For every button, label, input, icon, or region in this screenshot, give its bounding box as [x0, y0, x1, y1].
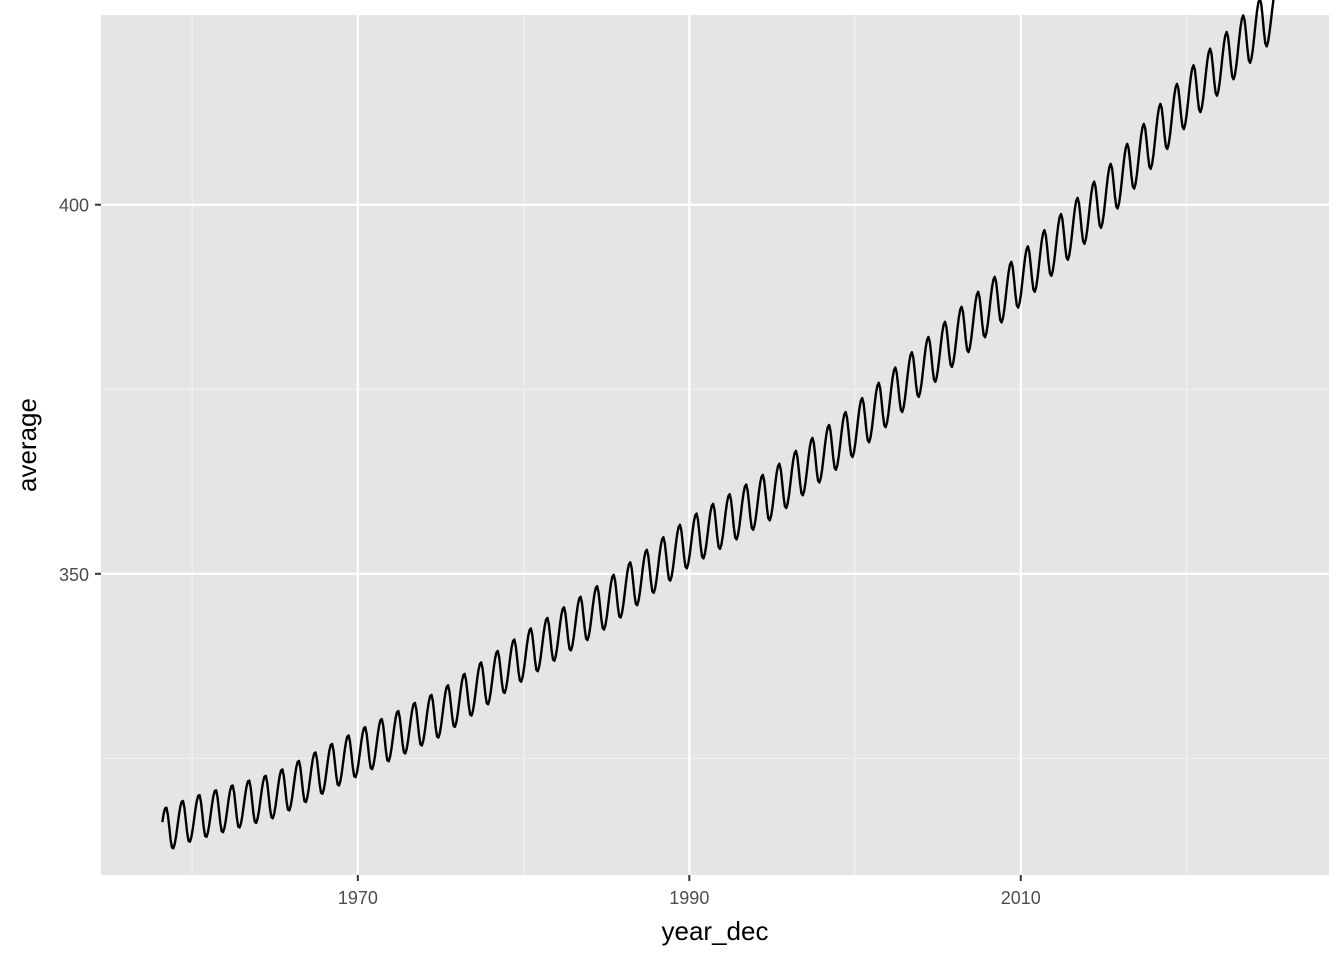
y-axis: 350 400 — [59, 196, 101, 585]
x-tick-label: 1990 — [669, 888, 709, 908]
series-line — [161, 0, 1275, 850]
grid-major — [101, 15, 1329, 875]
x-axis-title: year_dec — [662, 916, 769, 946]
series-layer — [161, 0, 1275, 850]
x-tick-label: 2010 — [1001, 888, 1041, 908]
x-tick-label: 1970 — [338, 888, 378, 908]
y-tick-label: 400 — [59, 196, 89, 216]
x-axis: 1970 1990 2010 — [338, 875, 1041, 908]
plot-panel — [101, 15, 1329, 875]
y-tick-label: 350 — [59, 565, 89, 585]
y-axis-title: average — [12, 398, 42, 492]
